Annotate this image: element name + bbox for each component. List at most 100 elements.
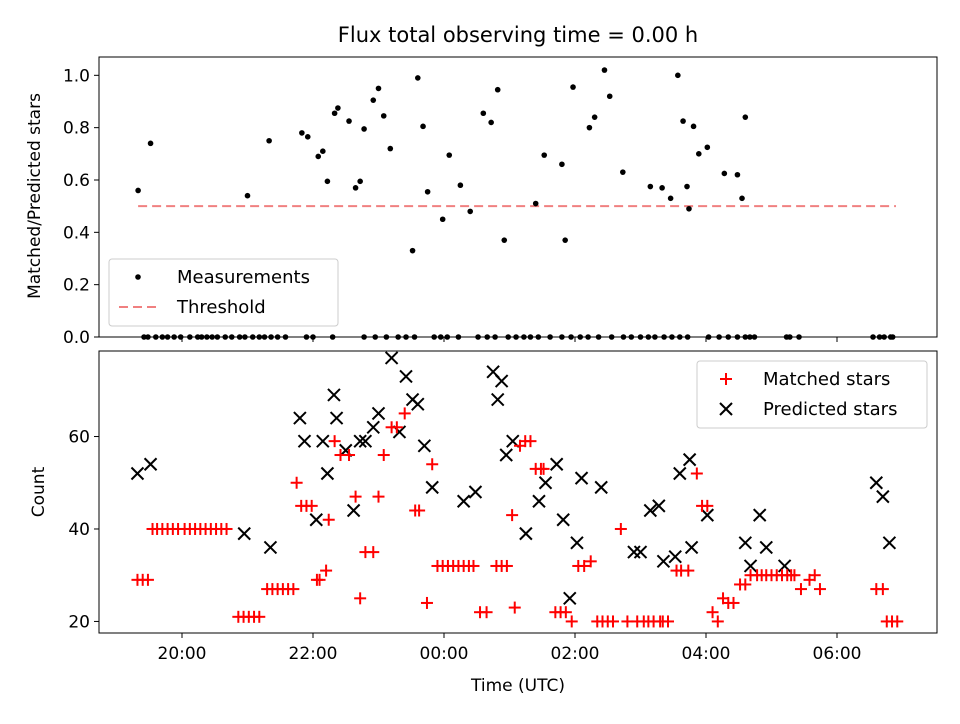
matched-point [578,559,591,572]
matched-point [420,596,433,609]
measurement-point [244,192,251,199]
predicted-point [417,439,432,453]
measurement-point [695,151,702,157]
predicted-point [309,513,323,527]
predicted-point [549,457,564,471]
measurement-point [532,200,539,207]
matched-point [606,615,619,628]
predicted-point [353,434,367,448]
predicted-point [494,374,509,388]
predicted-point [869,476,884,490]
matched-point [253,610,266,623]
measurement-point [704,144,711,151]
predicted-point [143,457,158,471]
matched-point [524,435,537,448]
predicted-point [627,545,641,559]
measurement-point [331,110,338,117]
matched-point [701,499,714,512]
predicted-point [329,411,344,425]
matched-point [305,499,318,512]
matched-point [813,583,826,596]
measurement-point [315,153,322,160]
predicted-point [499,448,513,462]
matched-point [565,615,578,628]
matched-point [343,449,356,462]
measurement-point [380,113,387,119]
measurement-point [659,185,665,191]
measurement-point [680,118,686,124]
measurement-point [409,247,416,254]
matched-point [662,615,675,628]
measurement-point [324,178,331,185]
top-ytick-label: 0.6 [63,171,90,191]
matched-point [372,490,385,503]
measurement-point [647,183,654,190]
bottom-ytick-label: 60 [68,428,90,448]
matched-point [377,449,390,462]
top-ytick-label: 0.4 [63,223,90,243]
matched-point [808,569,821,582]
measurement-point [266,137,272,144]
bottom-ytick-label: 20 [68,612,90,632]
measurement-point [591,114,598,120]
bottom-ylabel: Count [29,466,49,517]
predicted-point [673,466,687,481]
matched-point [794,583,807,596]
matched-point [322,513,335,526]
measurement-point [501,237,508,243]
matched-point [584,555,597,568]
predicted-point [700,508,715,522]
predicted-point [656,554,671,569]
predicted-point [411,397,425,411]
predicted-point [563,591,577,606]
measurement-point [335,105,341,111]
bottom-xlabel: Time (UTC) [470,676,565,696]
matched-point [788,569,801,582]
matched-point [682,564,695,577]
matched-point [614,522,627,535]
predicted-point [682,452,697,467]
predicted-point [759,540,773,555]
matched-point [480,606,493,619]
top-panel: Flux total observing time = 0.00 h 0.00.… [25,23,938,348]
matched-point [220,522,233,535]
matched-point [328,435,341,448]
matched-point [506,509,519,522]
measurement-point [446,152,453,158]
measurement-point [620,169,626,175]
predicted-point [346,503,361,518]
measurement-point [420,123,426,130]
measurement-point [541,152,548,158]
measurement-point [375,85,382,92]
top-ylabel: Matched/Predicted stars [25,93,45,299]
matched-point [891,615,904,628]
measurement-point [135,187,141,194]
matched-point [349,490,362,503]
bottom-ytick-label: 40 [68,520,90,540]
matched-point [320,564,333,577]
predicted-point [425,480,439,495]
measurement-point [457,182,464,189]
measurement-point [667,195,674,202]
measurement-point [686,205,692,212]
measurement-point [439,216,446,223]
top-ytick-label: 0.0 [63,328,90,348]
measurement-point [586,124,593,131]
predicted-point [532,494,546,508]
legend-measurements-label: Measurements [177,267,310,288]
predicted-point [491,392,505,407]
measurement-point [721,170,728,177]
matched-point [290,476,303,489]
predicted-point [237,526,251,541]
matched-point [711,615,724,628]
matched-point [467,559,480,572]
measurement-point [467,208,474,215]
measurement-point [370,97,377,103]
predicted-point [327,388,341,402]
predicted-point [468,485,483,499]
measurement-point [675,72,681,79]
legend-threshold-label: Threshold [176,297,266,318]
predicted-point [366,420,380,434]
measurement-point [346,118,352,124]
matched-point [398,407,411,420]
